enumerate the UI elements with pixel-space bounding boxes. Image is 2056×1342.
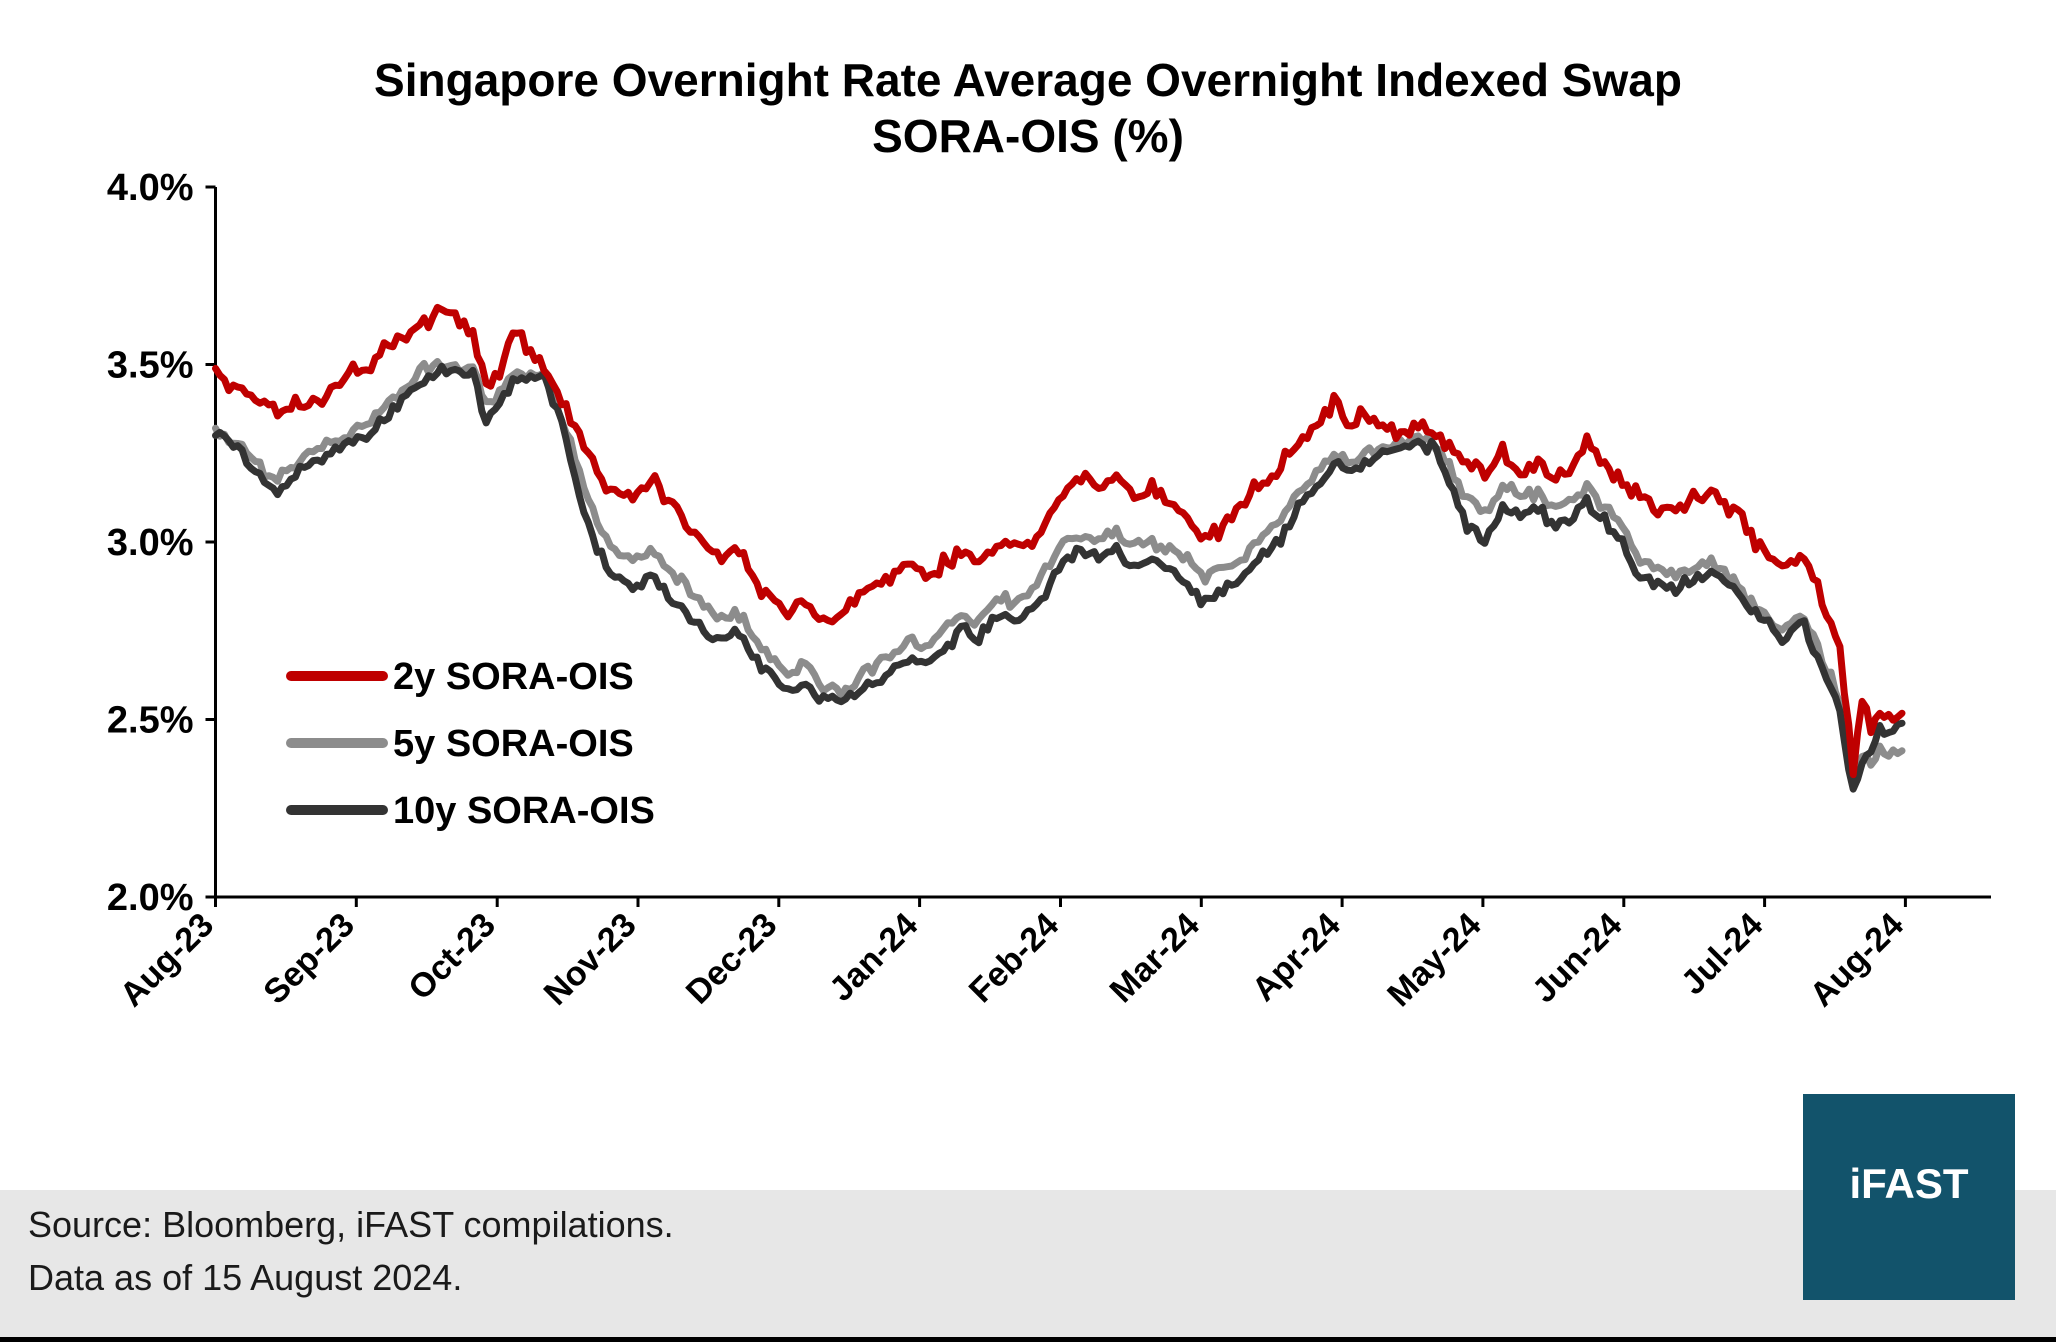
svg-text:Apr-24: Apr-24 [1245,906,1348,1009]
svg-text:2.0%: 2.0% [107,877,194,919]
svg-text:Jul-24: Jul-24 [1674,906,1770,1002]
svg-text:Mar-24: Mar-24 [1103,906,1207,1010]
svg-text:4.0%: 4.0% [107,167,194,209]
svg-text:Jan-24: Jan-24 [822,906,925,1009]
svg-text:Aug-23: Aug-23 [113,906,221,1014]
svg-text:Feb-24: Feb-24 [962,906,1066,1010]
svg-text:3.0%: 3.0% [107,522,194,564]
svg-text:May-24: May-24 [1380,906,1488,1014]
svg-text:Jun-24: Jun-24 [1525,906,1629,1010]
svg-text:2.5%: 2.5% [107,700,194,742]
svg-text:Nov-23: Nov-23 [537,906,644,1013]
svg-text:Oct-23: Oct-23 [401,906,503,1008]
svg-text:5y SORA-OIS: 5y SORA-OIS [393,723,634,765]
svg-text:2y SORA-OIS: 2y SORA-OIS [393,656,634,698]
svg-text:Aug-24: Aug-24 [1803,906,1911,1014]
svg-text:Sep-23: Sep-23 [256,906,362,1012]
svg-text:10y SORA-OIS: 10y SORA-OIS [393,790,655,832]
svg-text:Dec-23: Dec-23 [679,906,785,1012]
svg-text:3.5%: 3.5% [107,345,194,387]
